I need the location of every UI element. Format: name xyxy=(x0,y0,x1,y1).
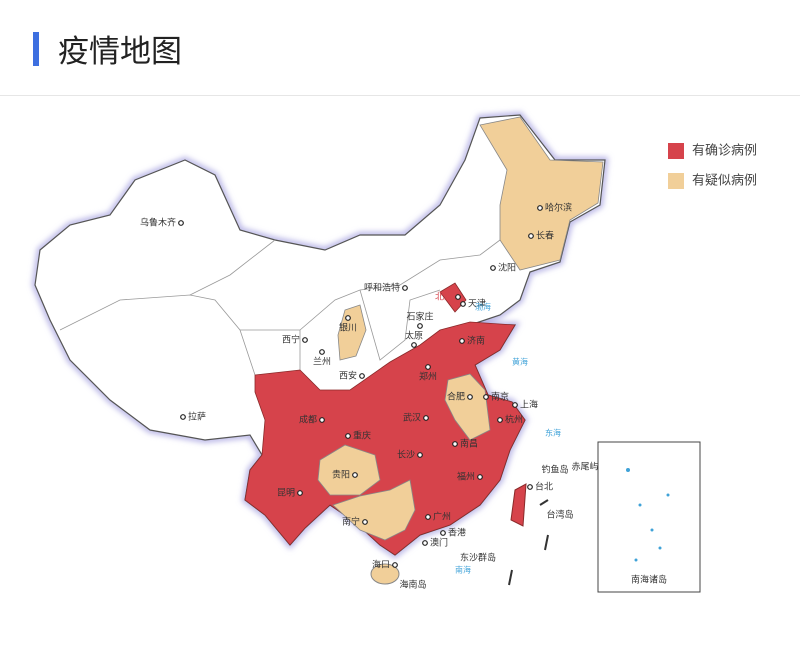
city-label: 澳门 xyxy=(430,537,448,549)
legend-label: 有疑似病例 xyxy=(692,173,757,189)
city-dot xyxy=(362,519,368,525)
city-label: 海南岛 xyxy=(399,579,426,591)
city-label: 拉萨 xyxy=(188,411,206,423)
city-dot xyxy=(497,417,503,423)
sea-label: 南海 xyxy=(455,565,471,575)
city-dot xyxy=(460,301,466,307)
city-label: 香港 xyxy=(448,527,466,539)
region-confirmed xyxy=(439,282,467,313)
inset-frame xyxy=(597,441,701,593)
city-label: 南宁 xyxy=(342,516,360,528)
city-dot xyxy=(490,265,496,271)
province-borders xyxy=(59,239,501,376)
city-dot xyxy=(425,364,431,370)
city-label: 济南 xyxy=(467,335,485,347)
city-label: 福州 xyxy=(457,471,475,483)
city-label: 上海 xyxy=(520,399,538,411)
city-label: 银川 xyxy=(339,322,357,334)
city-dot xyxy=(345,315,351,321)
city-label: 呼和浩特 xyxy=(364,282,400,294)
region-suspected xyxy=(370,563,400,585)
city-dot xyxy=(319,417,325,423)
city-label: 东沙群岛 xyxy=(460,552,496,564)
city-label: 台北 xyxy=(535,481,553,493)
city-label: 台湾岛 xyxy=(546,509,573,521)
city-label: 郑州 xyxy=(419,371,437,383)
city-dot xyxy=(477,474,483,480)
region-suspected xyxy=(317,444,381,496)
city-label: 钓鱼岛 xyxy=(541,464,568,476)
city-label: 合肥 xyxy=(447,391,465,403)
city-label: 西宁 xyxy=(282,334,300,346)
city-label: 兰州 xyxy=(313,356,331,368)
city-dot xyxy=(411,342,417,348)
city-label: 武汉 xyxy=(403,412,421,424)
region-suspected xyxy=(337,304,367,361)
city-dot xyxy=(423,415,429,421)
city-dot xyxy=(302,337,308,343)
city-dot xyxy=(440,530,446,536)
city-label: 长春 xyxy=(536,230,554,242)
city-dot xyxy=(402,285,408,291)
city-dot xyxy=(352,472,358,478)
city-label: 乌鲁木齐 xyxy=(140,217,176,229)
city-dot xyxy=(459,338,465,344)
city-dot xyxy=(467,394,473,400)
sea-label: 东海 xyxy=(545,428,561,438)
city-dot xyxy=(319,349,325,355)
city-dot xyxy=(452,441,458,447)
region-suspected xyxy=(444,373,491,441)
city-label: 昆明 xyxy=(277,488,295,499)
region-suspected xyxy=(332,479,416,541)
region-confirmed xyxy=(510,483,527,527)
inset-label: 南海诸岛 xyxy=(631,574,667,586)
city-label: 杭州 xyxy=(505,414,523,426)
city-label: 广州 xyxy=(433,511,451,523)
city-dot xyxy=(417,323,423,329)
city-label: 重庆 xyxy=(353,430,371,442)
boundary-dashes xyxy=(508,499,549,586)
city-label: 海口 xyxy=(372,559,390,571)
legend-swatch xyxy=(668,143,684,159)
city-label: 哈尔滨 xyxy=(545,202,572,214)
city-label: 长沙 xyxy=(397,449,415,461)
city-dot xyxy=(297,490,303,496)
city-label: 南昌 xyxy=(460,438,478,450)
city-label: 沈阳 xyxy=(498,262,516,274)
city-dot xyxy=(527,484,533,490)
city-label: 西安 xyxy=(339,370,357,382)
city-dot xyxy=(178,220,184,226)
city-dot xyxy=(512,402,518,408)
inset-islands xyxy=(626,468,670,562)
city-label: 太原 xyxy=(405,330,423,342)
page-title: 疫情地图 xyxy=(58,34,182,70)
region-suspected xyxy=(479,116,604,271)
city-dot xyxy=(180,414,186,420)
city-label: 北京 xyxy=(435,291,453,303)
city-label: 石家庄 xyxy=(406,311,433,323)
city-dot xyxy=(417,452,423,458)
city-dot xyxy=(422,540,428,546)
title-accent xyxy=(33,32,39,66)
city-label: 贵阳 xyxy=(332,469,350,481)
city-dot xyxy=(345,433,351,439)
city-label: 南京 xyxy=(491,391,509,403)
sea-label: 渤海 xyxy=(475,302,491,312)
city-label: 成都 xyxy=(299,414,317,426)
city-dot xyxy=(392,562,398,568)
city-dot xyxy=(483,394,489,400)
city-dot xyxy=(455,294,461,300)
city-label: 天津 xyxy=(468,299,486,310)
city-dot xyxy=(528,233,534,239)
sea-label: 黄海 xyxy=(512,357,528,367)
city-dot xyxy=(359,373,365,379)
legend-label: 有确诊病例 xyxy=(692,144,757,159)
header: 疫情地图 xyxy=(0,0,800,96)
city-dot xyxy=(537,205,543,211)
legend-swatch xyxy=(668,173,684,189)
city-dot xyxy=(425,514,431,520)
city-label: 赤尾屿 xyxy=(571,462,598,473)
